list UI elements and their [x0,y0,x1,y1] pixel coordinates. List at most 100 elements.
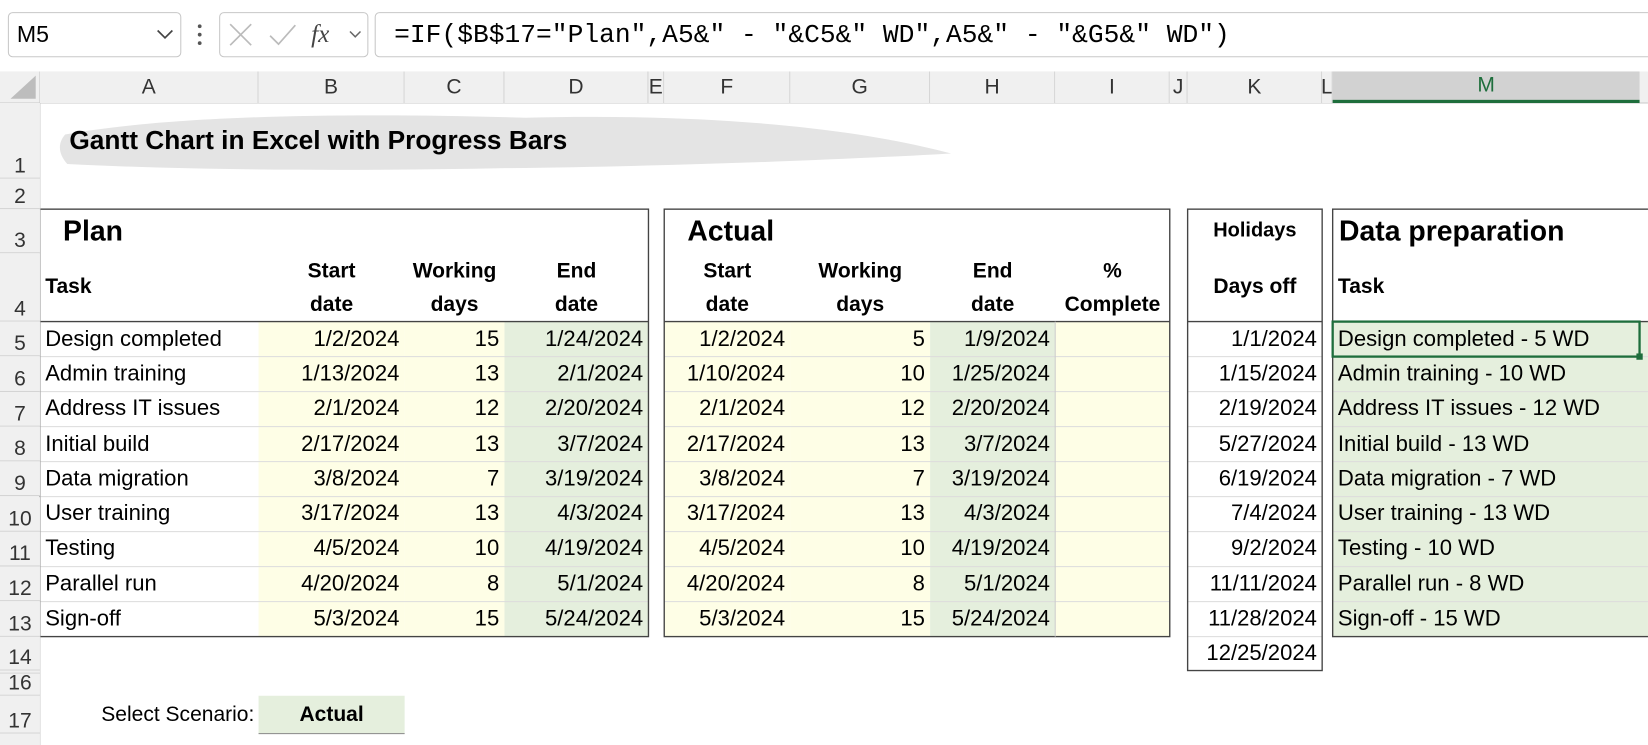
holiday-cell[interactable]: 11/28/2024 [1208,606,1317,631]
data-prep-cell[interactable]: Admin training - 10 WD [1337,361,1567,386]
data-prep-cell[interactable]: Initial build - 13 WD [1337,431,1530,456]
task-cell[interactable]: Initial build [45,431,150,456]
holiday-cell[interactable]: 5/27/2024 [1218,431,1317,456]
data-cell[interactable]: 3/17/2024 [686,501,786,526]
select-all[interactable] [10,75,36,99]
column-title[interactable]: Task [1337,275,1385,299]
row-header[interactable]: 8 [0,426,40,462]
task-cell[interactable]: Design completed [45,326,222,351]
column-header[interactable]: H [930,71,1056,103]
data-cell[interactable]: 2/1/2024 [557,361,644,386]
task-cell[interactable]: Parallel run [45,571,157,596]
data-cell[interactable]: 13 [900,501,925,526]
column-title[interactable]: Working days [405,253,505,321]
data-cell[interactable]: 2/1/2024 [313,396,400,421]
data-cell[interactable]: 4/19/2024 [545,536,644,561]
data-cell[interactable]: 10 [900,361,925,386]
data-cell[interactable]: 7 [912,466,925,491]
formula-text[interactable]: =IF($B$17="Plan",A5&" - "&C5&" WD",A5&" … [394,19,1230,50]
row-header[interactable]: 11 [0,531,40,567]
row-header[interactable]: 10 [0,496,40,532]
data-cell[interactable]: 1/25/2024 [951,361,1050,386]
data-cell[interactable]: 2/20/2024 [545,396,644,421]
data-cell[interactable]: 15 [900,606,925,631]
plan-heading[interactable]: Plan [63,214,123,247]
holidays-heading[interactable]: Holidays [1213,219,1297,242]
column-header[interactable]: K [1187,71,1323,103]
row-header[interactable]: 12 [0,566,40,602]
holidays-subheading[interactable]: Days off [1213,275,1297,299]
column-header[interactable]: L [1322,71,1333,103]
row-header[interactable]: 15 [0,670,40,674]
data-cell[interactable]: 12 [900,396,925,421]
row-header[interactable]: 2 [0,178,40,210]
data-cell[interactable]: 4/3/2024 [964,501,1050,526]
data-cell[interactable]: 4/20/2024 [301,571,400,596]
data-prep-cell[interactable]: Testing - 10 WD [1337,536,1495,561]
data-cell[interactable]: 8 [486,571,500,596]
column-header[interactable]: F [664,71,791,103]
column-header[interactable]: B [258,71,405,103]
task-cell[interactable]: Testing [45,536,116,561]
data-cell[interactable]: 13 [900,431,925,456]
data-cell[interactable]: 1/10/2024 [686,361,786,386]
holiday-cell[interactable]: 6/19/2024 [1218,466,1317,491]
data-cell[interactable]: 1/2/2024 [699,326,786,351]
data-cell[interactable]: 3/19/2024 [545,466,644,491]
row-header[interactable]: 3 [0,209,40,254]
scenario-value[interactable]: Actual [299,702,364,726]
actual-heading[interactable]: Actual [687,214,775,247]
scenario-label[interactable]: Select Scenario: [101,702,255,726]
name-box-dropdown[interactable] [157,29,173,40]
data-cell[interactable]: 5/3/2024 [699,606,786,631]
data-cell[interactable]: 4/19/2024 [951,536,1050,561]
data-cell[interactable]: 10 [900,536,925,561]
data-prep-cell[interactable]: Parallel run - 8 WD [1337,571,1525,596]
data-cell[interactable]: 4/20/2024 [686,571,786,596]
task-cell[interactable]: Data migration [45,466,189,491]
holiday-cell[interactable]: 12/25/2024 [1206,640,1317,666]
cancel-icon[interactable] [229,23,252,46]
task-cell[interactable]: Address IT issues [45,396,221,421]
column-header[interactable]: C [404,71,505,103]
formula-box[interactable] [374,12,1648,58]
row-header[interactable]: 7 [0,391,40,427]
data-cell[interactable]: 10 [474,536,500,561]
data-cell[interactable]: 3/17/2024 [301,501,400,526]
data-cell[interactable]: 4/3/2024 [557,501,644,526]
column-header[interactable]: G [790,71,931,103]
column-header[interactable]: I [1055,71,1170,103]
data-cell[interactable]: 3/8/2024 [699,466,786,491]
task-cell[interactable]: User training [45,501,171,526]
data-cell[interactable]: 13 [474,501,500,526]
data-cell[interactable]: 1/24/2024 [545,326,644,351]
column-header[interactable]: J [1169,71,1188,103]
holiday-cell[interactable]: 11/11/2024 [1209,571,1317,596]
column-header[interactable]: E [648,71,665,103]
holiday-cell[interactable]: 7/4/2024 [1230,501,1317,526]
row-header[interactable]: 6 [0,356,40,392]
column-title[interactable]: Start date [259,253,405,321]
row-header[interactable]: 9 [0,461,40,497]
column-header[interactable]: D [504,71,649,103]
data-cell[interactable]: 13 [474,431,500,456]
data-prep-cell[interactable]: Design completed - 5 WD [1337,326,1590,351]
column-title[interactable]: End date [504,253,648,321]
row-header[interactable]: 1 [0,102,40,179]
holiday-cell[interactable]: 1/15/2024 [1218,361,1317,386]
column-title[interactable]: % Complete [1055,253,1170,321]
data-cell[interactable]: 2/20/2024 [951,396,1050,421]
fx-dropdown[interactable] [349,31,362,38]
column-header[interactable]: M [1332,71,1640,103]
data-cell[interactable]: 1/9/2024 [964,326,1050,351]
data-prep-cell[interactable]: User training - 13 WD [1337,501,1551,526]
column-title[interactable]: Start date [664,253,790,321]
row-header[interactable]: 16 [0,673,40,696]
row-header[interactable]: 4 [0,253,40,322]
row-header[interactable]: 13 [0,601,40,637]
data-cell[interactable]: 1/2/2024 [313,326,400,351]
data-cell[interactable]: 12 [474,396,500,421]
fx-label[interactable]: fx [311,20,330,48]
data-cell[interactable]: 5/1/2024 [557,571,644,596]
data-cell[interactable]: 15 [474,606,500,631]
